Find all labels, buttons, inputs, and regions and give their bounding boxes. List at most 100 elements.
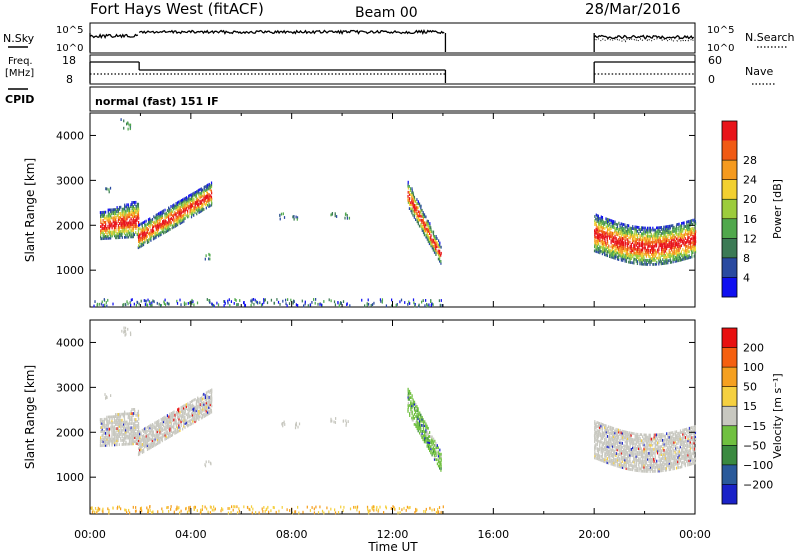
scatter-cell <box>598 457 600 461</box>
scatter-cell <box>195 417 198 421</box>
scatter-cell <box>616 438 618 442</box>
scatter-cell <box>128 420 131 424</box>
scatter-cell <box>404 301 406 304</box>
scatter-cell <box>110 210 112 214</box>
scatter-cell <box>106 216 108 220</box>
scatter-cell <box>287 298 289 301</box>
scatter-cell <box>205 194 208 198</box>
scatter-cell <box>422 221 424 224</box>
scatter-cell <box>620 431 622 435</box>
scatter-cell <box>123 119 125 123</box>
scatter-cell <box>412 298 415 302</box>
scatter-cell <box>608 246 610 250</box>
scatter-cell <box>178 419 180 423</box>
scatter-cell <box>411 209 413 213</box>
scatter-cell <box>653 240 655 244</box>
scatter-cell <box>603 222 605 226</box>
scatter-cell <box>624 227 626 231</box>
scatter-cell <box>135 424 137 427</box>
scatter-cell <box>628 236 630 240</box>
scatter-cell <box>131 434 133 438</box>
scatter-cell <box>672 441 674 445</box>
scatter-cell <box>639 258 641 262</box>
scatter-cell <box>616 251 619 255</box>
scatter-cell <box>148 439 150 443</box>
scatter-cell <box>620 437 622 441</box>
scatter-cell <box>158 222 160 226</box>
scatter-cell <box>427 240 429 243</box>
scatter-cell <box>605 426 607 430</box>
scatter-cell <box>283 216 286 219</box>
scatter-cell <box>599 237 601 241</box>
scatter-cells <box>90 326 697 515</box>
scatter-cell <box>642 246 644 250</box>
scatter-cell <box>667 446 669 450</box>
scatter-cell <box>197 404 199 408</box>
scatter-cell <box>677 257 679 261</box>
scatter-cell <box>432 230 435 234</box>
scatter-cell <box>663 438 665 442</box>
scatter-cell <box>433 437 435 441</box>
scatter-cell <box>669 240 671 244</box>
scatter-cell <box>177 209 179 213</box>
scatter-cell <box>604 434 606 437</box>
scatter-cell <box>688 449 690 452</box>
scatter-cell <box>678 255 681 258</box>
scatter-cell <box>120 224 122 227</box>
scatter-cell <box>418 214 421 218</box>
scatter-cell <box>611 428 613 432</box>
scatter-cell <box>625 461 627 464</box>
scatter-cell <box>658 238 660 242</box>
scatter-cell <box>180 205 182 208</box>
scatter-cell <box>150 230 152 234</box>
scatter-cell <box>198 209 200 212</box>
scatter-cell <box>668 251 670 254</box>
scatter-cell <box>135 221 137 224</box>
scatter-cell <box>615 222 617 226</box>
scatter-cell <box>115 433 117 437</box>
scatter-cell <box>663 434 665 438</box>
scatter-cell <box>143 428 145 431</box>
scatter-cell <box>140 447 142 451</box>
scatter-cell <box>408 207 411 210</box>
scatter-cell <box>135 414 137 417</box>
scatter-cell <box>604 440 606 443</box>
scatter-cell <box>616 446 618 450</box>
scatter-cell <box>122 436 124 440</box>
scatter-cell <box>143 440 145 444</box>
scatter-cell <box>170 211 173 214</box>
scatter-cell <box>190 205 192 209</box>
scatter-cell <box>620 252 623 256</box>
scatter-cell <box>173 217 175 221</box>
scatter-cell <box>161 222 163 226</box>
scatter-cell <box>155 430 157 434</box>
scatter-cell <box>346 216 349 220</box>
scatter-cell <box>594 241 596 245</box>
scatter-cell <box>179 207 181 211</box>
scatter-cell <box>615 434 618 437</box>
scatter-cell <box>641 226 644 230</box>
scatter-cell <box>206 185 209 189</box>
scatter-cell <box>670 451 672 455</box>
scatter-cell <box>431 443 433 447</box>
scatter-cell <box>108 208 110 212</box>
scatter-cell <box>128 211 131 215</box>
scatter-cell <box>113 425 116 429</box>
scatter-cell <box>648 261 650 264</box>
scatter-cell <box>663 456 665 460</box>
scatter-cell <box>658 262 660 266</box>
y-tick-label: 3000 <box>56 174 84 187</box>
scatter-cell <box>141 230 144 233</box>
scatter-cell <box>193 404 195 408</box>
scatter-cell <box>637 432 639 436</box>
scatter-cell <box>628 230 630 234</box>
scatter-cell <box>134 426 136 429</box>
scatter-cell <box>164 222 166 226</box>
scatter-cell <box>407 303 409 306</box>
scatter-cell <box>669 252 671 256</box>
scatter-cell <box>426 426 428 430</box>
scatter-cell <box>612 225 614 229</box>
scatter-cell <box>609 454 611 457</box>
scatter-cell <box>601 455 603 459</box>
